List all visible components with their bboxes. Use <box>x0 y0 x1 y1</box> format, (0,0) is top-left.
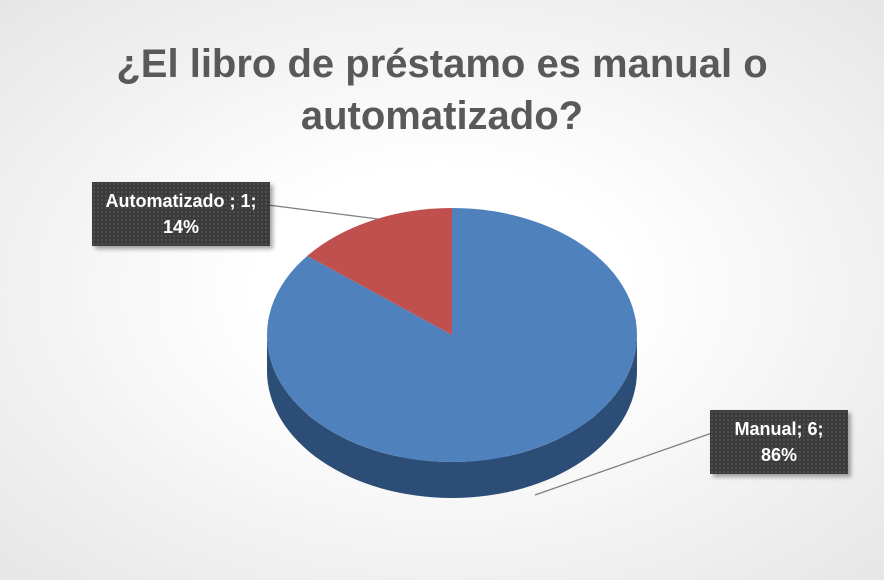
pie-side <box>267 335 637 498</box>
data-label: Manual; 6; 86% <box>710 410 848 474</box>
data-label: Automatizado ; 1; 14% <box>92 182 270 246</box>
pie-slice <box>307 208 452 335</box>
chart-title: ¿El libro de préstamo es manual o automa… <box>116 42 768 138</box>
leader-line <box>534 432 713 496</box>
leader-line <box>267 204 379 220</box>
